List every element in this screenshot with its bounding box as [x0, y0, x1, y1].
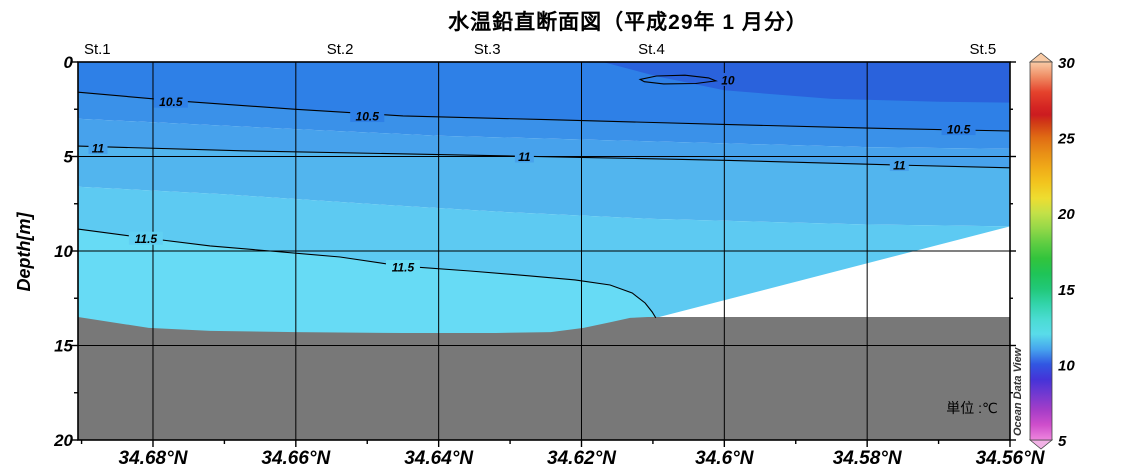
y-tick-label: 10	[54, 242, 73, 261]
station-label: St.5	[970, 41, 997, 58]
contour-label-chip	[128, 231, 163, 245]
x-tick-label: 34.58°N	[833, 448, 903, 469]
colorbar-tick-label: 10	[1058, 357, 1075, 374]
contour-label-chip	[350, 109, 385, 123]
contour-label-chip	[514, 149, 534, 163]
colorbar-arrow-top	[1028, 52, 1054, 63]
contour-label-chip	[941, 122, 976, 136]
x-tick-label: 34.56°N	[976, 448, 1046, 469]
contour-label: 10.5	[159, 95, 183, 109]
closed-contour-10	[638, 74, 718, 85]
station-label: St.3	[474, 41, 501, 58]
y-tick-label: 20	[53, 431, 73, 450]
contour-label: 11	[518, 150, 531, 164]
x-tick-label: 34.6°N	[695, 448, 755, 469]
seafloor	[78, 317, 1010, 440]
y-tick-label: 0	[64, 53, 74, 72]
temperature-band-11.25	[78, 186, 1010, 318]
temperature-band-10.5	[78, 92, 1010, 149]
contour-line-10.5	[77, 91, 1011, 132]
colorbar-tick-label: 20	[1057, 206, 1075, 223]
temperature-band-11	[78, 146, 1010, 227]
colorbar-tick-label: 5	[1058, 433, 1067, 450]
x-tick-label: 34.62°N	[547, 448, 617, 469]
cold-surface-pocket	[602, 62, 1010, 103]
axis-ticks	[71, 61, 1016, 447]
contour-label: 11.5	[135, 232, 158, 246]
station-label: St.2	[327, 41, 354, 58]
colorbar-tick-label: 15	[1058, 282, 1075, 299]
contour-label: 11.5	[392, 261, 415, 275]
y-tick-label: 15	[54, 337, 73, 356]
temperature-band-10.75	[78, 118, 1010, 168]
x-tick-label: 34.64°N	[404, 448, 474, 469]
x-tick-label: 34.66°N	[261, 448, 331, 469]
y-tick-label: 5	[64, 148, 74, 167]
contour-label-chip	[718, 72, 738, 86]
contour-label: 11	[92, 141, 105, 155]
contour-label: 10	[721, 73, 735, 87]
gridlines	[78, 62, 1010, 440]
contour-label: 11	[893, 159, 906, 173]
colorbar-tick-label: 25	[1057, 131, 1075, 148]
x-tick-label: 34.68°N	[119, 448, 189, 469]
odv-watermark: Ocean Data View	[1012, 346, 1024, 436]
contour-label-chip	[88, 140, 108, 154]
unit-note: 単位 :℃	[946, 400, 998, 416]
station-label: St.1	[84, 41, 111, 58]
contour-label-chip	[153, 94, 188, 108]
chart-title: 水温鉛直断面図（平成29年 1 月分）	[448, 11, 808, 34]
contour-label: 10.5	[356, 110, 380, 124]
plot-area	[78, 62, 1010, 440]
contour-label-chip	[385, 260, 420, 274]
y-axis-title: Depth[m]	[14, 212, 34, 292]
contour-label-chip	[889, 158, 909, 172]
station-label: St.4	[638, 41, 665, 58]
colorbar	[1029, 61, 1053, 441]
colorbar-tick-label: 30	[1058, 55, 1075, 72]
contour-label: 10.5	[947, 123, 971, 137]
contour-line-11.5	[77, 228, 657, 319]
